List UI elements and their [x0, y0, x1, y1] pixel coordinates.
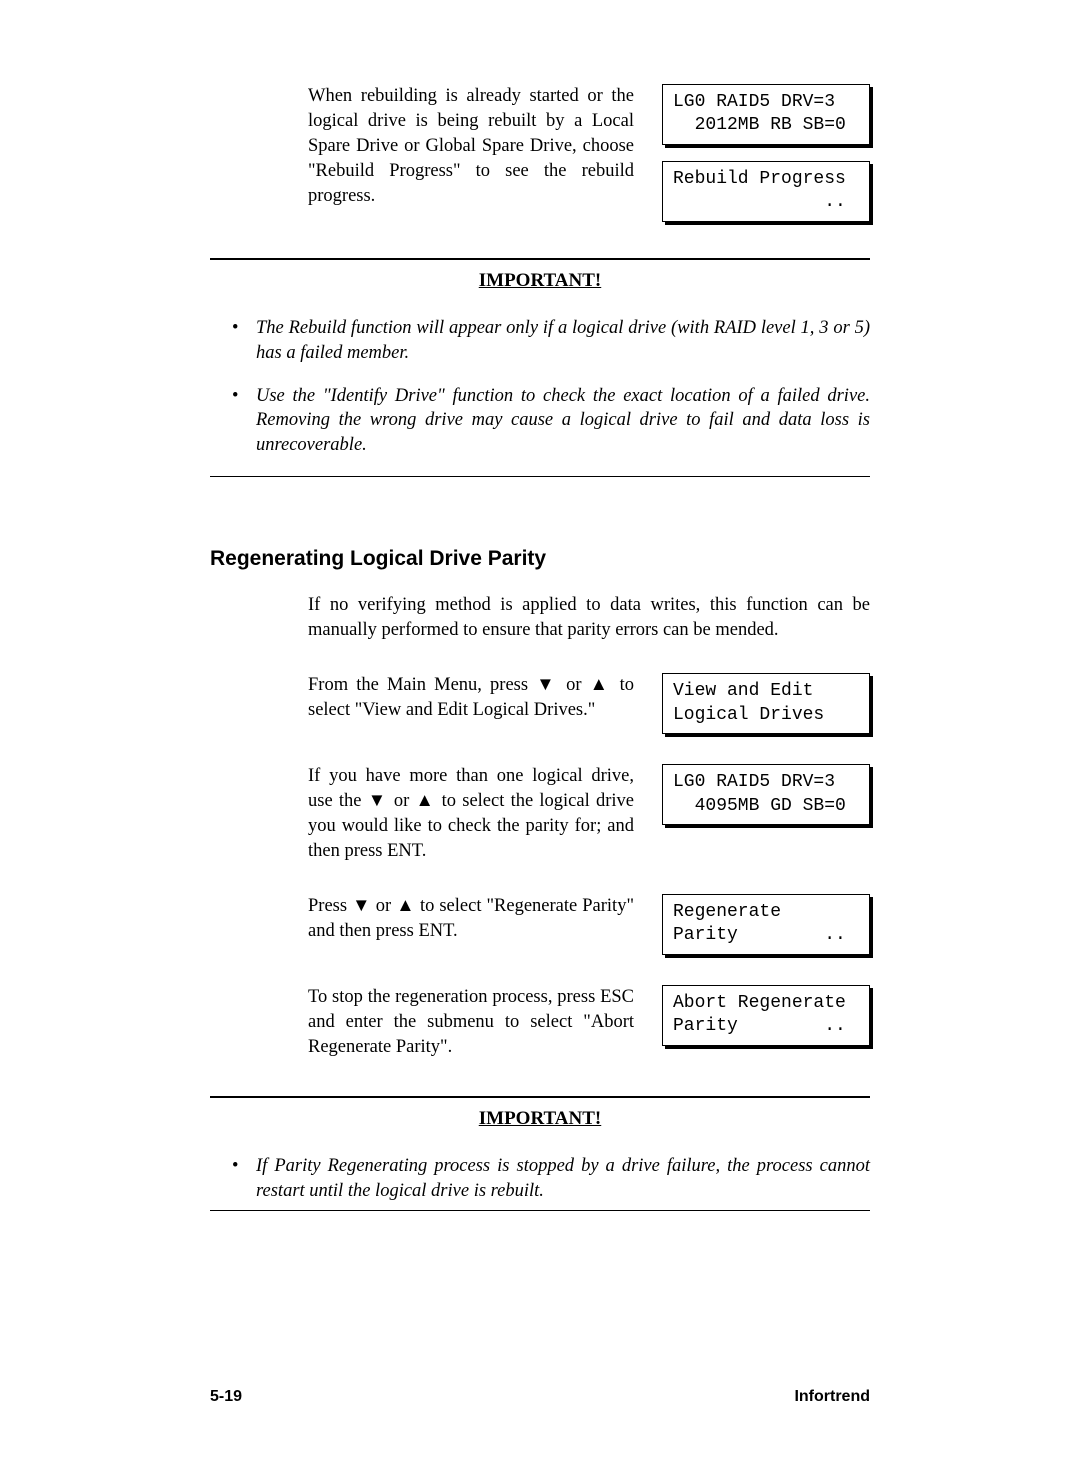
regen-row2-lcd-stack: LG0 RAID5 DRV=3 4095MB GD SB=0 — [662, 764, 870, 825]
important1-list: The Rebuild function will appear only if… — [210, 316, 870, 459]
regen-row1-para: From the Main Menu, press ▼ or ▲ to sele… — [308, 673, 634, 723]
page: When rebuilding is already started or th… — [0, 0, 1080, 1476]
lcd-drive-select: LG0 RAID5 DRV=3 4095MB GD SB=0 — [662, 764, 870, 825]
lcd-regenerate: Regenerate Parity .. — [662, 894, 870, 955]
rebuild-lcd-stack: LG0 RAID5 DRV=3 2012MB RB SB=0 Rebuild P… — [662, 84, 870, 222]
page-footer: 5-19 Infortrend — [210, 1388, 870, 1406]
important2-list: If Parity Regenerating process is stoppe… — [210, 1154, 870, 1204]
regen-row3-text: Press ▼ or ▲ to select "Regenerate Parit… — [210, 894, 634, 944]
important2-rule — [210, 1096, 870, 1098]
lcd-rebuild-status: LG0 RAID5 DRV=3 2012MB RB SB=0 — [662, 84, 870, 145]
regen-row4: To stop the regeneration process, press … — [210, 985, 870, 1060]
footer-brand: Infortrend — [794, 1388, 870, 1406]
important1-item2: Use the "Identify Drive" function to che… — [228, 384, 870, 459]
regen-row3-para: Press ▼ or ▲ to select "Regenerate Parit… — [308, 894, 634, 944]
regen-row1-lcd-stack: View and Edit Logical Drives — [662, 673, 870, 734]
regen-row4-lcd-stack: Abort Regenerate Parity .. — [662, 985, 870, 1046]
page-number: 5-19 — [210, 1388, 242, 1406]
important2-end-rule — [210, 1210, 870, 1211]
lcd-rebuild-progress: Rebuild Progress .. — [662, 161, 870, 222]
lcd-abort-regenerate: Abort Regenerate Parity .. — [662, 985, 870, 1046]
regen-row2-text: If you have more than one logical drive,… — [210, 764, 634, 864]
regen-row4-para: To stop the regeneration process, press … — [308, 985, 634, 1060]
regen-row3-lcd-stack: Regenerate Parity .. — [662, 894, 870, 955]
rebuild-para: When rebuilding is already started or th… — [308, 84, 634, 209]
important1-rule — [210, 258, 870, 260]
regen-row1-text: From the Main Menu, press ▼ or ▲ to sele… — [210, 673, 634, 723]
regen-row2: If you have more than one logical drive,… — [210, 764, 870, 864]
regen-parity-heading: Regenerating Logical Drive Parity — [210, 547, 870, 571]
important1-item1: The Rebuild function will appear only if… — [228, 316, 870, 366]
important2-item1: If Parity Regenerating process is stoppe… — [228, 1154, 870, 1204]
regen-intro-para: If no verifying method is applied to dat… — [308, 593, 870, 643]
rebuild-para-container: When rebuilding is already started or th… — [210, 84, 634, 209]
important1-heading: IMPORTANT! — [210, 270, 870, 292]
regen-row1: From the Main Menu, press ▼ or ▲ to sele… — [210, 673, 870, 734]
important2-heading: IMPORTANT! — [210, 1108, 870, 1130]
regen-intro-container: If no verifying method is applied to dat… — [210, 593, 870, 643]
important1-end-rule — [210, 476, 870, 477]
regen-row4-text: To stop the regeneration process, press … — [210, 985, 634, 1060]
rebuild-section: When rebuilding is already started or th… — [210, 84, 870, 222]
regen-row3: Press ▼ or ▲ to select "Regenerate Parit… — [210, 894, 870, 955]
lcd-view-edit: View and Edit Logical Drives — [662, 673, 870, 734]
regen-row2-para: If you have more than one logical drive,… — [308, 764, 634, 864]
